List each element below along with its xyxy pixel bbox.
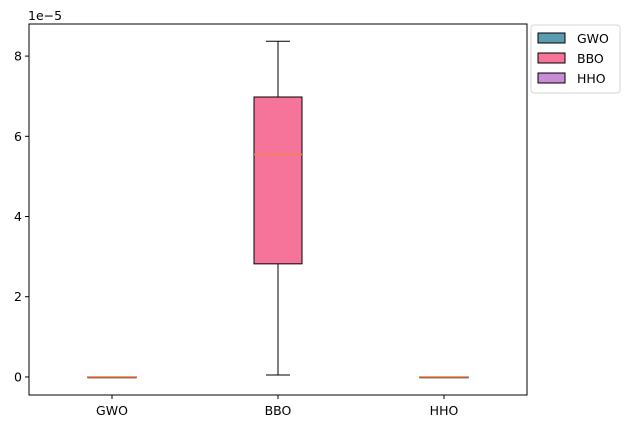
legend-item-gwo: GWO	[537, 31, 609, 46]
x-axis: GWO BBO HHO	[96, 395, 458, 418]
legend-swatch	[537, 32, 566, 44]
y-tick-label: 8	[14, 49, 22, 64]
legend-swatch	[537, 52, 566, 64]
box-hho	[419, 376, 469, 379]
legend-label: GWO	[577, 31, 609, 46]
box-bbo	[253, 40, 303, 376]
legend-label: HHO	[577, 71, 606, 86]
legend-swatch	[537, 72, 566, 84]
y-scale-label: 1e−5	[28, 8, 62, 23]
y-tick-label: 2	[14, 289, 22, 304]
box-gwo	[87, 376, 137, 379]
y-tick-label: 0	[14, 369, 22, 384]
legend-label: BBO	[577, 51, 604, 66]
y-tick-label: 6	[14, 129, 22, 144]
y-axis: 0 2 4 6 8	[14, 49, 29, 384]
boxes	[87, 40, 469, 379]
x-tick-label: GWO	[96, 403, 128, 418]
x-tick-label: HHO	[430, 403, 459, 418]
legend-item-hho: HHO	[537, 71, 606, 86]
box-body	[253, 96, 303, 265]
legend-item-bbo: BBO	[537, 51, 604, 66]
y-tick-label: 4	[14, 209, 22, 224]
legend: GWO BBO HHO	[530, 24, 621, 94]
x-tick-label: BBO	[265, 403, 292, 418]
